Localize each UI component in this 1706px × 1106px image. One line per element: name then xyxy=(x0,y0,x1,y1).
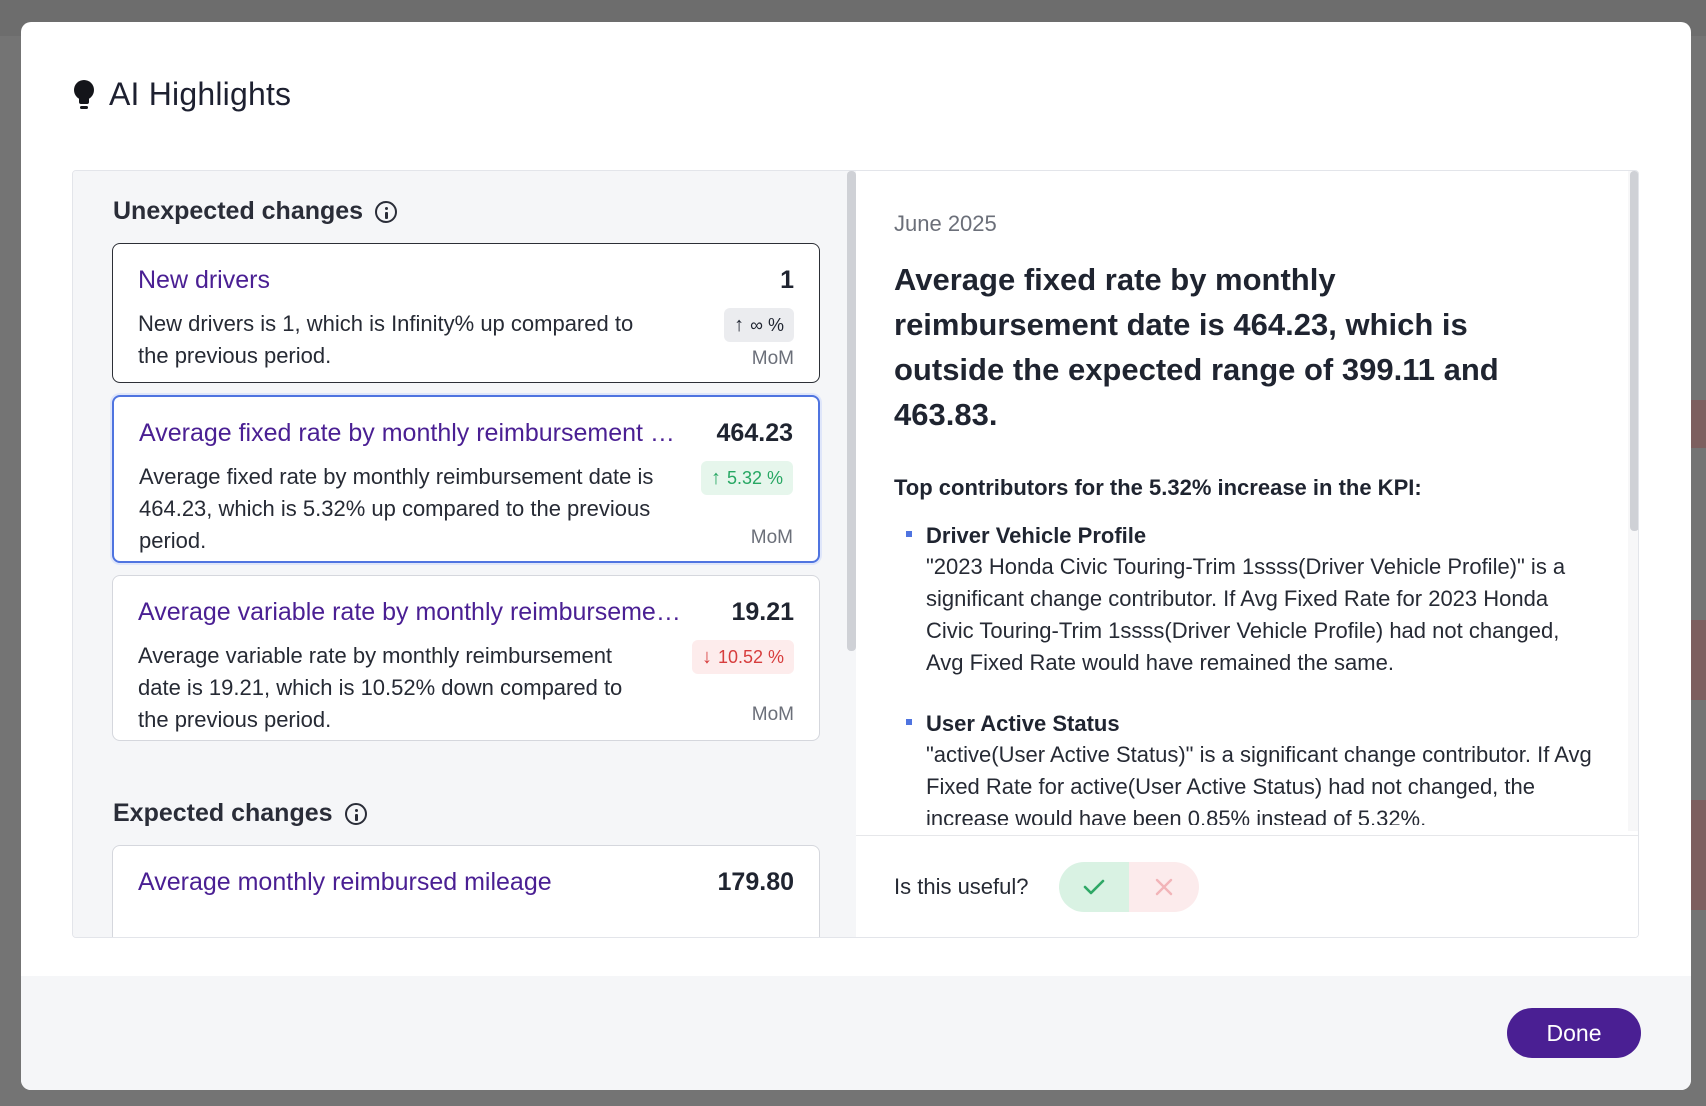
background-cell xyxy=(1688,400,1706,448)
card-description: New drivers is 1, which is Infinity% up … xyxy=(138,311,634,368)
detail-headline: Average fixed rate by monthly reimbursem… xyxy=(894,262,1499,432)
highlight-card-new-drivers[interactable]: New drivers 1 New drivers is 1, which is… xyxy=(112,243,820,383)
feedback-buttons xyxy=(1059,862,1199,912)
feedback-bar: Is this useful? xyxy=(856,835,1638,937)
change-value: 10.52 % xyxy=(717,646,784,667)
lightbulb-icon xyxy=(73,79,95,110)
highlight-detail-panel[interactable]: June 2025 Average fixed rate by monthly … xyxy=(856,171,1638,937)
modal-header: AI Highlights xyxy=(73,76,291,113)
detail-date: June 2025 xyxy=(894,211,997,236)
period-label: MoM xyxy=(750,527,793,548)
bullet-icon xyxy=(906,531,912,537)
right-scrollbar[interactable] xyxy=(1628,171,1638,831)
change-value: ∞ % xyxy=(750,314,784,335)
contributor-text: "2023 Honda Civic Touring-Trim 1ssss(Dri… xyxy=(926,554,1566,675)
list-item: User Active Status "active(User Active S… xyxy=(894,709,1594,825)
modal-footer: Done xyxy=(21,976,1691,1090)
info-icon[interactable] xyxy=(344,802,367,825)
highlight-card-avg-fixed-rate[interactable]: Average fixed rate by monthly reimbursem… xyxy=(112,395,820,563)
card-title: Average variable rate by monthly reimbur… xyxy=(138,598,683,626)
card-value: 19.21 xyxy=(731,598,794,626)
thumbs-up-button[interactable] xyxy=(1059,862,1129,912)
bullet-icon xyxy=(906,719,912,725)
change-badge: ↑ 5.32 % xyxy=(700,461,793,495)
card-value: 179.80 xyxy=(717,868,794,896)
contributor-name: User Active Status xyxy=(926,711,1120,736)
highlights-content: Unexpected changes New drivers 1 New dri… xyxy=(72,170,1639,938)
card-title: Average monthly reimbursed mileage xyxy=(138,868,552,896)
highlight-card-avg-monthly-mileage[interactable]: Average monthly reimbursed mileage 179.8… xyxy=(112,845,820,937)
change-badge: ↑ ∞ % xyxy=(724,308,794,342)
card-description: Average variable rate by monthly reimbur… xyxy=(138,643,623,732)
contributors-list: Driver Vehicle Profile "2023 Honda Civic… xyxy=(894,521,1594,825)
expected-changes-header: Expected changes xyxy=(113,799,367,828)
scrollbar-thumb[interactable] xyxy=(847,171,856,651)
arrow-down-icon: ↓ xyxy=(701,645,712,668)
change-badge: ↓ 10.52 % xyxy=(691,640,794,674)
highlight-card-avg-variable-rate[interactable]: Average variable rate by monthly reimbur… xyxy=(112,575,820,741)
contributor-name: Driver Vehicle Profile xyxy=(926,523,1147,548)
card-description: Average fixed rate by monthly reimbursem… xyxy=(139,464,654,553)
scrollbar-thumb[interactable] xyxy=(1630,171,1638,531)
card-title: New drivers xyxy=(138,266,270,294)
ai-highlights-modal: AI Highlights Unexpected changes New dri… xyxy=(21,22,1691,1090)
checkmark-icon xyxy=(1083,879,1105,895)
change-value: 5.32 % xyxy=(726,467,783,488)
period-label: MoM xyxy=(751,704,794,725)
list-item: Driver Vehicle Profile "2023 Honda Civic… xyxy=(894,521,1594,679)
card-value: 1 xyxy=(780,266,794,294)
arrow-up-icon: ↑ xyxy=(734,313,745,336)
modal-title: AI Highlights xyxy=(109,76,292,112)
close-icon xyxy=(1155,878,1173,896)
info-icon[interactable] xyxy=(375,200,398,223)
arrow-up-icon: ↑ xyxy=(710,466,721,489)
background-cell xyxy=(1688,800,1706,910)
thumbs-down-button[interactable] xyxy=(1129,862,1199,912)
background-cell xyxy=(1688,620,1706,700)
feedback-label: Is this useful? xyxy=(894,874,1029,899)
section-title: Unexpected changes xyxy=(113,197,364,225)
left-scrollbar[interactable] xyxy=(846,171,856,651)
section-title: Expected changes xyxy=(113,799,333,827)
contributor-text: "active(User Active Status)" is a signif… xyxy=(926,742,1592,825)
unexpected-changes-header: Unexpected changes xyxy=(113,197,398,226)
card-value: 464.23 xyxy=(716,419,793,447)
card-title: Average fixed rate by monthly reimbursem… xyxy=(139,419,684,447)
period-label: MoM xyxy=(751,348,794,369)
contributors-title: Top contributors for the 5.32% increase … xyxy=(894,475,1422,500)
highlights-list-panel[interactable]: Unexpected changes New drivers 1 New dri… xyxy=(73,171,856,937)
done-button[interactable]: Done xyxy=(1507,1008,1641,1058)
